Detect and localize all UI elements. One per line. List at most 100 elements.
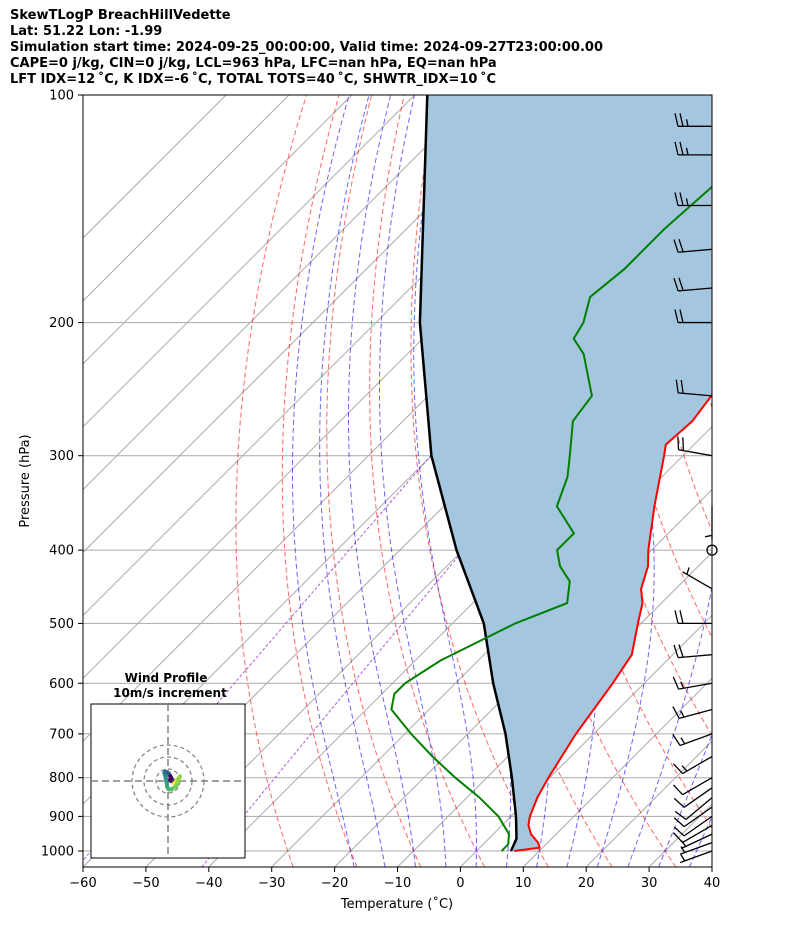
barb-shaft — [679, 733, 713, 747]
barb-shaft — [680, 833, 713, 850]
barb-full — [679, 113, 684, 127]
barb-full — [677, 436, 680, 450]
x-tick-label: −10 — [384, 876, 411, 891]
y-tick-label: 600 — [49, 677, 74, 692]
wind-barb — [673, 806, 713, 828]
y-axis-label: Pressure (hPa) — [18, 434, 33, 527]
barb-shaft — [683, 815, 713, 837]
x-tick-label: 20 — [578, 876, 595, 891]
barb-full — [673, 239, 679, 253]
x-tick-label: 0 — [456, 876, 464, 891]
isotherm-line — [711, 866, 712, 867]
barb-half — [680, 737, 686, 745]
moist-adiabat-line — [413, 95, 477, 867]
chart-title-indices-1: CAPE=0 j/kg, CIN=0 j/kg, LCL=963 hPa, LF… — [10, 56, 497, 71]
barb-shaft — [678, 708, 713, 719]
cape-cin-shading — [419, 95, 712, 851]
isotherm-line — [334, 488, 712, 867]
barb-half — [680, 854, 686, 862]
barb-half — [680, 710, 685, 718]
wind-barb — [672, 755, 713, 775]
dry-adiabat-line — [235, 95, 307, 867]
barb-shaft — [683, 806, 713, 828]
y-tick-label: 1000 — [41, 844, 74, 859]
barb-full — [682, 437, 685, 451]
barb-shaft — [678, 682, 713, 690]
barb-shaft — [678, 392, 713, 397]
barb-full — [675, 379, 679, 393]
isotherm-line — [83, 95, 227, 239]
wind-barb — [674, 610, 712, 625]
wind-barb — [682, 567, 713, 590]
moist-adiabat-line — [658, 733, 712, 867]
moist-adiabat-line — [348, 95, 416, 867]
barb-shaft — [679, 842, 713, 855]
barb-half — [680, 681, 685, 689]
wind-barbs — [672, 113, 718, 864]
barb-full — [673, 826, 685, 837]
parcel-profile-line — [418, 95, 518, 852]
hodograph-subtitle: 10m/s increment — [113, 686, 227, 700]
x-axis: −60 −50 −40 −30 −20 −10 0 10 20 30 40 — [69, 867, 720, 891]
dewpoint-line — [390, 185, 712, 852]
wind-barb — [672, 824, 713, 843]
barb-half — [704, 534, 713, 538]
dry-adiabat-line — [281, 95, 358, 867]
barb-full — [672, 676, 680, 690]
barb-full — [673, 278, 679, 292]
y-tick-label: 100 — [49, 89, 74, 104]
x-tick-label: −60 — [69, 876, 96, 891]
barb-half — [681, 765, 688, 772]
barb-full — [673, 797, 685, 808]
barb-half — [686, 567, 690, 575]
x-tick-label: −20 — [321, 876, 348, 891]
wind-barb — [672, 733, 713, 747]
wind-barb — [704, 506, 713, 541]
moist-adiabat-line — [292, 95, 355, 867]
y-tick-label: 300 — [49, 449, 74, 464]
wind-barb — [673, 277, 713, 292]
isotherm-line — [83, 95, 290, 302]
chart-title-times: Simulation start time: 2024-09-25_00:00:… — [10, 40, 603, 55]
barb-half — [685, 198, 689, 206]
wind-barb — [673, 238, 713, 253]
hodograph — [91, 704, 245, 858]
y-tick-label: 500 — [49, 617, 74, 632]
chart-title-indices-2: LFT IDX=12 ˚C, K IDX=-6 ˚C, TOTAL TOTS=4… — [10, 72, 497, 87]
wind-barb — [672, 706, 713, 719]
isotherm-line — [775, 95, 794, 867]
wind-barb — [673, 787, 713, 808]
barb-full — [679, 141, 684, 156]
wind-barb — [680, 833, 713, 850]
isotherm-line — [83, 95, 353, 365]
barb-shaft — [678, 449, 713, 457]
calm-circle — [706, 544, 718, 556]
barb-shaft — [682, 755, 713, 775]
wind-barb — [673, 815, 713, 837]
wind-barb — [679, 850, 713, 864]
moist-adiabat-line — [627, 95, 712, 867]
mixing-ratio-line — [201, 253, 712, 867]
barb-full — [674, 309, 679, 323]
y-axis: 100 200 300 400 500 600 700 800 900 1000 — [41, 89, 83, 859]
x-axis-label: Temperature (˚C) — [340, 896, 453, 912]
wind-barb — [674, 141, 712, 156]
y-tick-label: 900 — [49, 810, 74, 825]
barb-shaft — [678, 248, 713, 253]
barb-full — [679, 192, 684, 206]
barb-half — [685, 147, 689, 155]
isotherm-line — [460, 614, 712, 867]
barb-full — [678, 644, 684, 658]
barb-full — [672, 784, 684, 796]
barb-half — [685, 119, 689, 127]
barb-full — [672, 706, 680, 719]
barb-shaft — [683, 787, 713, 808]
wind-barb — [673, 644, 713, 659]
barb-full — [678, 238, 684, 253]
y-tick-label: 200 — [49, 316, 74, 331]
barb-shaft — [679, 850, 713, 864]
wind-barb — [677, 436, 713, 457]
x-tick-label: −30 — [258, 876, 285, 891]
wind-barb — [679, 842, 713, 855]
